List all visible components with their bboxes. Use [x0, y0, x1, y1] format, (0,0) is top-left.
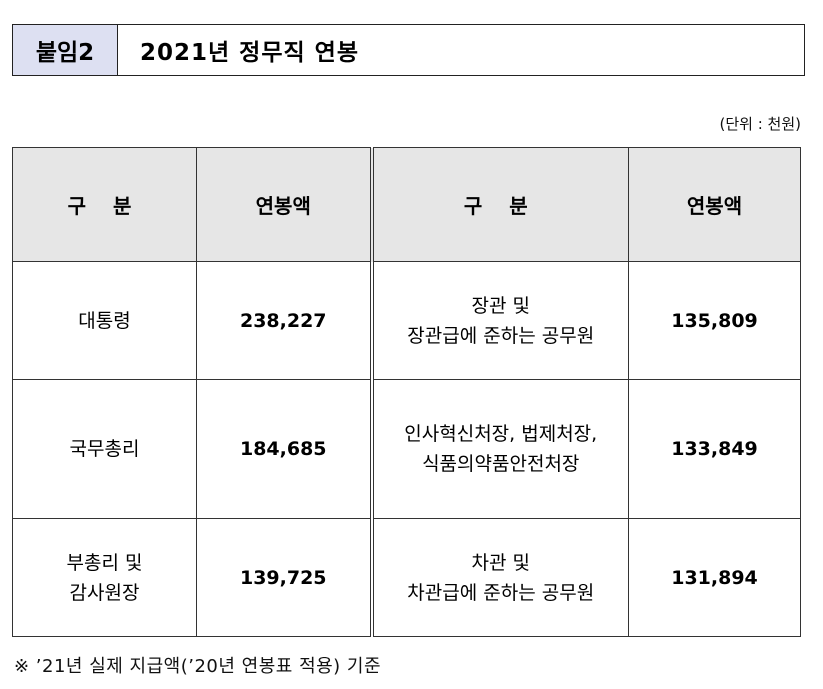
position-label: 인사혁신처장, 법제처장,	[404, 423, 598, 445]
header-category-right: 구 분	[369, 147, 629, 262]
position-cell: 부총리 및 감사원장	[12, 518, 197, 637]
attachment-tag: 붙임2	[13, 25, 118, 75]
header-category-left: 구 분	[12, 147, 197, 262]
salary-cell: 131,894	[628, 518, 801, 637]
salary-cell: 238,227	[196, 261, 372, 380]
position-label: 장관 및	[471, 294, 530, 317]
table-row: 국무총리 184,685 인사혁신처장, 법제처장, 식품의약품안전처장 133…	[12, 379, 801, 519]
position-label: 부총리 및	[66, 551, 143, 574]
salary-cell: 135,809	[628, 261, 801, 380]
header-salary-right: 연봉액	[628, 147, 801, 262]
position-label: 대통령	[78, 309, 131, 332]
table-header-row: 구 분 연봉액 구 분 연봉액	[12, 147, 801, 262]
position-label: 감사원장	[69, 581, 140, 604]
salary-table: 구 분 연봉액 구 분 연봉액 대통령 238,227 장관 및 장관급에 준하…	[12, 147, 801, 637]
position-cell: 국무총리	[12, 379, 197, 519]
position-label: 차관급에 준하는 공무원	[407, 581, 595, 604]
table-row: 부총리 및 감사원장 139,725 차관 및 차관급에 준하는 공무원 131…	[12, 518, 801, 637]
position-label: 식품의약품안전처장	[422, 453, 580, 475]
position-cell: 장관 및 장관급에 준하는 공무원	[369, 261, 629, 380]
header-salary-left: 연봉액	[196, 147, 372, 262]
table-row: 대통령 238,227 장관 및 장관급에 준하는 공무원 135,809	[12, 261, 801, 380]
position-label: 장관급에 준하는 공무원	[407, 324, 595, 347]
position-label: 국무총리	[69, 438, 140, 460]
footnote: ※ ’21년 실제 지급액(’20년 연봉표 적용) 기준	[14, 656, 382, 677]
position-cell: 차관 및 차관급에 준하는 공무원	[369, 518, 629, 637]
position-cell: 인사혁신처장, 법제처장, 식품의약품안전처장	[369, 379, 629, 519]
salary-cell: 139,725	[196, 518, 372, 637]
position-label: 차관 및	[471, 551, 530, 574]
salary-cell: 133,849	[628, 379, 801, 519]
position-cell: 대통령	[12, 261, 197, 380]
title-box: 붙임2 2021년 정무직 연봉	[12, 24, 805, 76]
unit-note: (단위 : 천원)	[719, 115, 802, 133]
salary-cell: 184,685	[196, 379, 372, 519]
document-title: 2021년 정무직 연봉	[140, 40, 359, 66]
